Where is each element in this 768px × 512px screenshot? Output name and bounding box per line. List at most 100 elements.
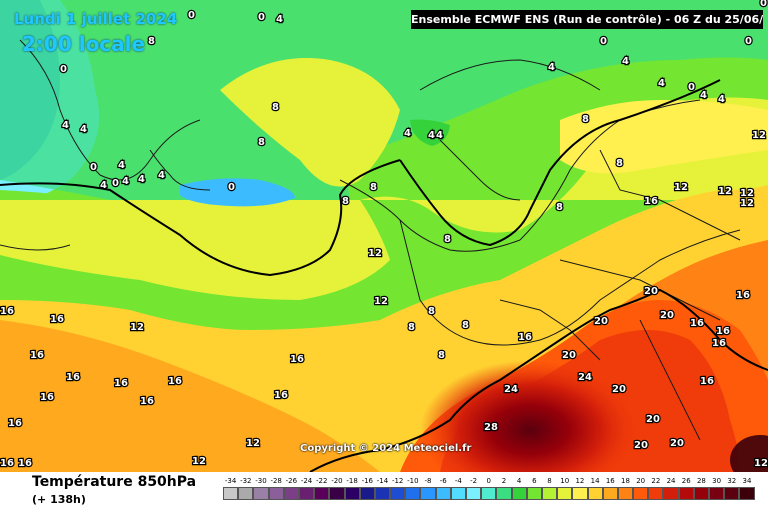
- legend-swatch: [420, 487, 436, 500]
- legend-label: -10: [407, 477, 419, 485]
- footer-bar: Température 850hPa (+ 138h) -34 -32 -30 -28…: [0, 472, 768, 512]
- legend-label: 24: [666, 477, 676, 485]
- isotherm-label: 4: [80, 124, 87, 135]
- isotherm-label: 0: [112, 178, 119, 189]
- legend-swatch: [223, 487, 239, 500]
- isotherm-label: 16: [66, 372, 80, 383]
- legend-swatch: [526, 487, 542, 500]
- isotherm-label: 12: [754, 458, 768, 469]
- legend-label: 34: [742, 477, 752, 485]
- isotherm-label: 4: [436, 130, 443, 141]
- isotherm-label: 4: [404, 128, 411, 139]
- isotherm-label: 16: [716, 326, 730, 337]
- temperature-map: 0 4 0 0 8 0 0 4 4 4 0 4 0 4 4 4 0 8 8 4 …: [0, 0, 768, 472]
- isotherm-label: 16: [8, 418, 22, 429]
- isotherm-label: 4: [700, 90, 707, 101]
- legend-swatch: [587, 487, 603, 500]
- isotherm-label: 20: [594, 316, 608, 327]
- legend-swatch: [724, 487, 740, 500]
- legend-label: 22: [651, 477, 661, 485]
- model-info-banner: Ensemble ECMWF ENS (Run de contrôle) - 0…: [411, 10, 763, 29]
- copyright-notice: Copyright © 2024 Meteociel.fr: [300, 443, 472, 454]
- legend-swatch: [678, 487, 694, 500]
- isotherm-label: 0: [258, 12, 265, 23]
- legend-label: 8: [547, 477, 552, 485]
- legend-swatch: [557, 487, 573, 500]
- isotherm-label: 4: [658, 78, 665, 89]
- legend-label: -4: [454, 477, 462, 485]
- isotherm-label: 16: [114, 378, 128, 389]
- variable-title: Température 850hPa: [32, 474, 197, 490]
- legend-swatch: [541, 487, 558, 500]
- isotherm-label: 8: [438, 350, 445, 361]
- isotherm-label: 4: [548, 62, 555, 73]
- legend-label: -32: [240, 477, 252, 485]
- isotherm-label: 4: [428, 130, 435, 141]
- lead-time: (+ 138h): [32, 493, 86, 506]
- isotherm-label: 16: [30, 350, 44, 361]
- isotherm-lines: [0, 79, 768, 472]
- legend-label: 4: [516, 477, 522, 485]
- isotherm-label: 8: [342, 196, 349, 207]
- legend-label: -6: [439, 477, 447, 485]
- color-legend: -34 -32 -30 -28 -26 -24 -22 -20 -18 -16 -14 -12 -10-…: [223, 475, 755, 509]
- isotherm-label: 12: [374, 296, 388, 307]
- legend-label: 18: [621, 477, 630, 485]
- isotherm-label: 16: [168, 376, 182, 387]
- legend-swatch: [663, 487, 679, 500]
- legend-swatch: [253, 487, 269, 500]
- isotherm-label: 8: [258, 137, 265, 148]
- isotherm-label: 8: [556, 202, 563, 213]
- legend-label: 10: [560, 477, 570, 485]
- legend-swatch: [450, 487, 466, 500]
- legend-swatch: [739, 487, 755, 500]
- legend-label: 14: [590, 477, 600, 485]
- legend-swatch: [511, 487, 527, 500]
- isotherm-label: 0: [188, 10, 195, 21]
- isotherm-label: 4: [122, 176, 129, 187]
- isotherm-label: 0: [60, 64, 67, 75]
- isotherm-label: 16: [0, 458, 14, 469]
- legend-label: -28: [270, 477, 282, 485]
- legend-swatches: [223, 487, 755, 500]
- isotherm-label: 16: [274, 390, 288, 401]
- isotherm-label: 16: [40, 392, 54, 403]
- isotherm-label: 20: [634, 440, 648, 451]
- isotherm-label: 12: [192, 456, 206, 467]
- isotherm-label: 16: [140, 396, 154, 407]
- isotherm-label: 8: [272, 102, 279, 113]
- isotherm-label: 24: [578, 372, 592, 383]
- legend-swatch: [633, 487, 649, 500]
- legend-label: -12: [391, 477, 404, 485]
- legend-label: 6: [532, 477, 537, 485]
- isotherm-label: 8: [370, 182, 377, 193]
- isotherm-label: 0: [90, 162, 97, 173]
- isotherm-label: 12: [246, 438, 260, 449]
- isotherm-label: 16: [290, 354, 304, 365]
- isotherm-label: 12: [752, 130, 766, 141]
- legend-label: 30: [712, 477, 722, 485]
- isotherm-label: 20: [562, 350, 576, 361]
- isotherm-label: 4: [62, 120, 69, 131]
- legend-label: -20: [331, 477, 343, 485]
- isotherm-label: 20: [644, 286, 658, 297]
- legend-label: -34: [224, 477, 237, 485]
- forecast-date: Lundi 1 juillet 2024: [14, 10, 178, 28]
- isotherm-labels: 0 4 0 0 8 0 0 4 4 4 0 4 0 4 4 4 0 8 8 4 …: [0, 0, 768, 470]
- isotherm-label: 4: [276, 14, 283, 25]
- isotherm-label: 8: [148, 36, 155, 47]
- isotherm-label: 20: [660, 310, 674, 321]
- isotherm-label: 16: [18, 458, 32, 469]
- isotherm-label: 4: [138, 174, 145, 185]
- isotherm-label: 4: [718, 94, 725, 105]
- isotherm-label: 12: [368, 248, 382, 259]
- legend-swatch: [496, 487, 512, 500]
- isotherm-label: 16: [712, 338, 726, 349]
- forecast-time: 2:00 locale: [22, 32, 146, 56]
- legend-label: 26: [681, 477, 691, 485]
- legend-label: -2: [470, 477, 478, 485]
- isotherm-label: 12: [718, 186, 732, 197]
- legend-swatch: [390, 487, 406, 500]
- legend-label: 16: [605, 477, 615, 485]
- legend-swatch: [329, 487, 345, 500]
